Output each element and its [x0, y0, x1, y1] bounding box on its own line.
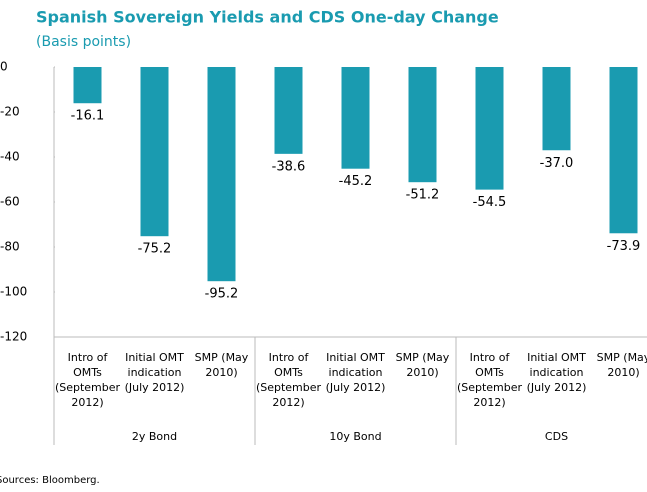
bar	[408, 67, 437, 183]
bar	[475, 67, 504, 190]
x-tick-label: Intro of OMTs (September 2012)	[456, 351, 523, 409]
x-tick-label: Initial OMT indication (July 2012)	[325, 351, 386, 394]
x-tick-label: SMP (May 2010)	[395, 351, 450, 379]
y-tick-label: 0	[0, 60, 8, 74]
value-label: -75.2	[138, 242, 172, 257]
value-label: -45.2	[339, 174, 373, 189]
value-label: -16.1	[71, 109, 105, 124]
bar	[542, 67, 571, 151]
value-label: -95.2	[205, 287, 239, 302]
value-label: -37.0	[540, 156, 574, 171]
chart-subtitle: (Basis points)	[36, 34, 131, 50]
chart-title: Spanish Sovereign Yields and CDS One-day…	[36, 8, 499, 27]
x-tick-label: SMP (May 2010)	[596, 351, 647, 379]
x-tick-label: Intro of OMTs (September 2012)	[54, 351, 121, 409]
x-tick-label: Initial OMT indication (July 2012)	[526, 351, 587, 394]
group-label: CDS	[545, 430, 568, 443]
value-label: -51.2	[406, 188, 440, 203]
y-tick-label: -120	[0, 330, 27, 344]
x-tick-label: Intro of OMTs (September 2012)	[255, 351, 322, 409]
x-tick-label: Initial OMT indication (July 2012)	[124, 351, 185, 394]
bar	[609, 67, 638, 234]
y-tick-label: -40	[0, 150, 20, 164]
y-tick-label: -20	[0, 105, 20, 119]
value-label: -38.6	[272, 159, 306, 174]
value-label: -54.5	[473, 195, 507, 210]
x-tick-label: SMP (May 2010)	[194, 351, 249, 379]
y-tick-label: -60	[0, 195, 20, 209]
source: Sources: Bloomberg.	[0, 475, 100, 486]
y-tick-label: -80	[0, 240, 20, 254]
bar	[140, 67, 169, 237]
bar	[341, 67, 370, 169]
bar	[274, 67, 303, 154]
y-tick-label: -100	[0, 285, 27, 299]
value-label: -73.9	[607, 239, 641, 254]
bar	[73, 67, 102, 104]
group-label: 2y Bond	[132, 430, 177, 443]
bar	[207, 67, 236, 282]
group-label: 10y Bond	[329, 430, 381, 443]
